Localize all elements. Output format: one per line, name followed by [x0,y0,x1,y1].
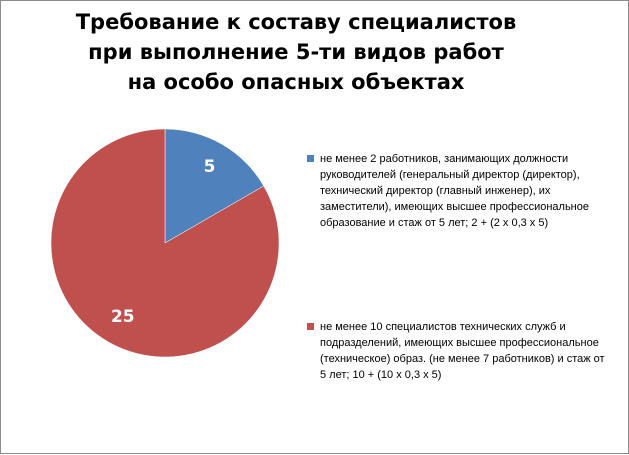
legend-label-1: не менее 2 работников, занимающих должно… [320,153,589,229]
chart-title: Требование к составу специалистов при вы… [75,10,517,94]
pie-data-label-1: 5 [204,157,216,177]
pie-data-labels: 5 25 [111,157,215,327]
pie-data-label-2: 25 [111,307,135,327]
pie-slice-2 [50,128,280,358]
legend-swatch-1 [307,155,314,162]
legend-label-2: не менее 10 специалистов технических слу… [320,321,605,381]
pie-slice-1 [164,128,265,244]
legend-swatch-2 [307,323,314,330]
pie-slices [50,128,280,358]
